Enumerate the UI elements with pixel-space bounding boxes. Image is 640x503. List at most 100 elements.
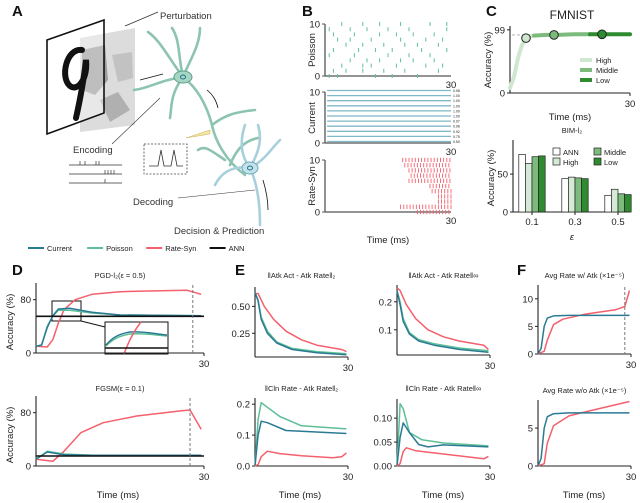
x-tick-label: 30 [343, 363, 354, 374]
legend-label-ann: ANN [563, 148, 579, 157]
bar-high [525, 163, 533, 213]
subplot-b-current: 010300.500.750.920.960.971.001.001.001.0… [309, 88, 459, 159]
subplot-title: PGD-l₂(ε = 0.5) [95, 271, 146, 280]
y-tick-label: 10 [309, 88, 320, 99]
panel-label-d: D [12, 262, 23, 279]
subplot-d-bot: FGSM(ε = 0.1) 0 80 30 [20, 384, 209, 483]
y-tick-label: 5 [528, 424, 533, 435]
series-poisson [254, 292, 347, 355]
d-top-ylabel: Accuracy (%) [5, 294, 16, 350]
input-image-frame [46, 18, 105, 136]
legend-label-low: Low [596, 76, 610, 85]
y-tick-label: 0.10 [374, 414, 393, 425]
y-tick-label: 0 [315, 139, 320, 150]
subplot-e-tl: ‖Atk Act - Atk Rate‖₂ 0.25 0.50 30 [232, 271, 354, 374]
series-poisson [396, 290, 489, 352]
x-tick-label: 30 [485, 472, 496, 483]
subplot-title: ‖Atk Act - Atk Rate‖∞ [409, 271, 479, 280]
x-tick-label: 30 [343, 472, 354, 483]
bar-ann [561, 178, 569, 213]
y-tick-label: 0 [315, 208, 320, 219]
subplot-title: ‖Cln Rate - Atk Rate‖∞ [406, 384, 482, 393]
current-value-label: 1.00 [453, 99, 460, 103]
arrow-icon [262, 179, 269, 211]
encoding-label: Encoding [73, 145, 113, 156]
legend-label-low: Low [604, 158, 618, 167]
subplot-f-bot: Avg Rate w/o Atk (×1e⁻⁵) 0 5 30 [528, 386, 637, 483]
series-current [254, 420, 347, 467]
panel-label-a: A [12, 3, 23, 20]
y-tick-label: 0.2 [379, 297, 392, 308]
c-bar-xlabel: ε [570, 232, 575, 243]
c-bar-title: BIM-l₂ [562, 126, 582, 135]
neuron-presynaptic [132, 26, 260, 177]
x-tick-label: 0.5 [611, 217, 624, 228]
series-high [508, 33, 536, 90]
x-tick-label: 30 [199, 472, 210, 483]
bar-ann [604, 194, 612, 213]
x-tick-label: 30 [446, 147, 457, 158]
bar-middle [531, 156, 539, 213]
legend-label-ann: ANN [229, 244, 245, 253]
subplot-title: FGSM(ε = 0.1) [96, 384, 145, 393]
series-rate-syn [537, 290, 631, 355]
subplot-title: ‖Atk Act - Atk Rate‖₂ [268, 271, 336, 280]
subplot-e-tr: ‖Atk Act - Atk Rate‖∞ 0.1 0.2 30 [379, 271, 496, 372]
series-current [537, 314, 630, 355]
y-tick-label: 0.25 [232, 329, 251, 340]
y-tick-label: 0.50 [232, 302, 251, 313]
series-rate-syn [255, 292, 347, 353]
legend-label-current: Current [47, 244, 73, 253]
c-bar-ylabel: Accuracy (%) [486, 150, 497, 206]
series-middle [532, 32, 592, 38]
bar-low [538, 155, 546, 213]
y-tick-label: 0 [528, 350, 533, 361]
e-xlabel-left: Time (ms) [279, 490, 321, 501]
marker-middle [549, 30, 559, 40]
x-tick-label: 0.1 [525, 217, 538, 228]
current-value-label: 0.92 [453, 130, 460, 134]
bar-middle [617, 193, 625, 213]
spike-waveform-box [143, 143, 188, 175]
legend-swatch-ann [552, 147, 561, 156]
x-tick-label: 30 [626, 472, 637, 483]
series-rate-syn [254, 450, 347, 467]
subplot-b-ratesyn: 0 10 30 [309, 156, 456, 228]
series-rate-syn [35, 289, 202, 348]
y-tick-label: 50 [497, 170, 508, 181]
legend: Current Poisson Rate-Syn ANN [28, 244, 244, 253]
inset-current-line [105, 331, 168, 346]
legend-label-high: High [563, 158, 578, 167]
y-tick-label: 80 [20, 408, 31, 419]
decoding-label: Decoding [133, 197, 173, 208]
panel-label-c: C [486, 3, 497, 20]
y-tick-label: 0.1 [237, 431, 250, 442]
neuron-soma [173, 70, 193, 84]
y-tick-label: 0 [528, 462, 533, 473]
series-current [537, 412, 630, 467]
digit-nine [62, 47, 90, 121]
decision-label: Decision & Prediction [174, 226, 264, 237]
y-tick-label: 5 [528, 322, 533, 333]
legend-swatch-low [593, 157, 602, 166]
legend-label-middle: Middle [596, 66, 618, 75]
electrode-icon [185, 129, 211, 139]
current-value-label: 0.75 [453, 135, 460, 139]
d-bot-ylabel: Accuracy (%) [5, 407, 16, 463]
c-top-xlabel: Time (ms) [549, 112, 591, 123]
inset-connector [80, 320, 106, 328]
marker-low [597, 29, 607, 40]
y-tick-label: 0 [26, 349, 31, 360]
subplot-e-bl: ‖Cln Rate - Atk Rate‖₂ 0.0 0.1 0.2 30 [237, 384, 354, 483]
y-tick-label: 0.0 [237, 462, 250, 473]
y-tick-label: 0.05 [374, 438, 393, 449]
neuron-nucleus [247, 165, 253, 171]
arrow-icon [206, 89, 219, 109]
y-tick-label: 0 [315, 72, 320, 83]
perturbation-patch [82, 45, 108, 95]
subplot-b-poisson: 0 10 30 [309, 20, 456, 92]
neuron-soma [241, 161, 259, 175]
current-value-label: 1.00 [453, 104, 460, 108]
